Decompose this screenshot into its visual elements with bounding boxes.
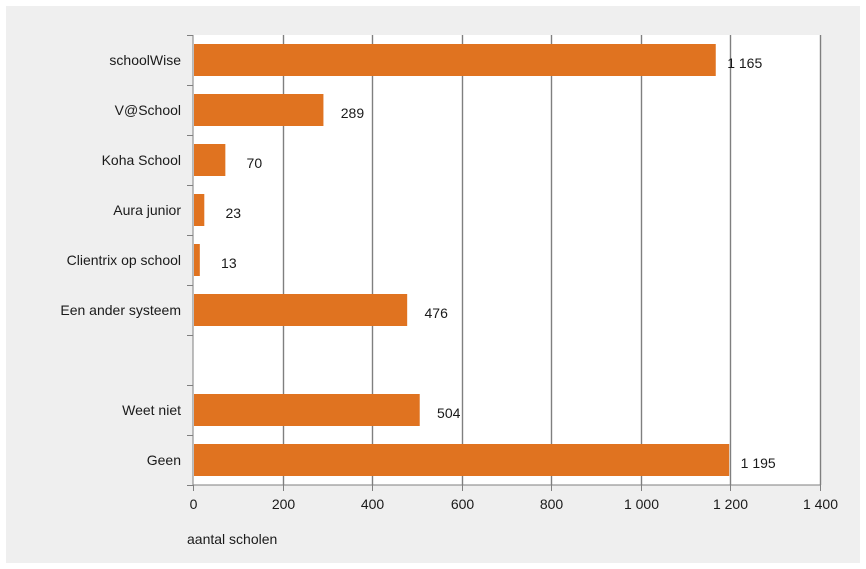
chart-panel: 0 200 400 600 800 1 000 1 200 1 400 schoolWise 1 … bbox=[6, 6, 860, 563]
category-label: Aura junior bbox=[113, 202, 181, 218]
category-label: schoolWise bbox=[109, 52, 181, 68]
bars bbox=[194, 44, 730, 476]
value-label: 289 bbox=[341, 105, 365, 121]
bar bbox=[194, 44, 716, 76]
category-label: Een ander systeem bbox=[60, 302, 181, 318]
x-tick-label: 0 bbox=[190, 496, 198, 512]
value-label: 13 bbox=[221, 255, 237, 271]
category-label: Geen bbox=[147, 452, 181, 468]
category-label: Clientrix op school bbox=[67, 252, 181, 268]
value-label: 1 195 bbox=[741, 455, 776, 471]
value-label: 23 bbox=[226, 205, 242, 221]
category-label: Koha School bbox=[102, 152, 181, 168]
gridlines bbox=[187, 35, 822, 491]
x-tick-label: 800 bbox=[540, 496, 564, 512]
value-label: 504 bbox=[437, 405, 461, 421]
bar bbox=[194, 444, 730, 476]
bar bbox=[194, 294, 408, 326]
category-label: V@School bbox=[115, 102, 181, 118]
x-tick-label: 1 400 bbox=[803, 496, 838, 512]
value-label: 1 165 bbox=[727, 55, 762, 71]
x-tick-label: 600 bbox=[451, 496, 475, 512]
bar bbox=[194, 194, 205, 226]
labels: 0 200 400 600 800 1 000 1 200 1 400 schoolWise 1 … bbox=[60, 52, 838, 512]
bar bbox=[194, 94, 324, 126]
bar-chart: 0 200 400 600 800 1 000 1 200 1 400 schoolWise 1 … bbox=[60, 35, 838, 547]
x-tick-label: 400 bbox=[361, 496, 385, 512]
bar bbox=[194, 244, 200, 276]
value-label: 70 bbox=[247, 155, 263, 171]
x-tick-label: 1 200 bbox=[713, 496, 748, 512]
value-label: 476 bbox=[425, 305, 449, 321]
x-axis-title: aantal scholen bbox=[187, 531, 277, 547]
bar bbox=[194, 144, 226, 176]
bar bbox=[194, 394, 420, 426]
category-label: Weet niet bbox=[122, 402, 181, 418]
x-tick-label: 200 bbox=[272, 496, 296, 512]
x-tick-label: 1 000 bbox=[624, 496, 659, 512]
